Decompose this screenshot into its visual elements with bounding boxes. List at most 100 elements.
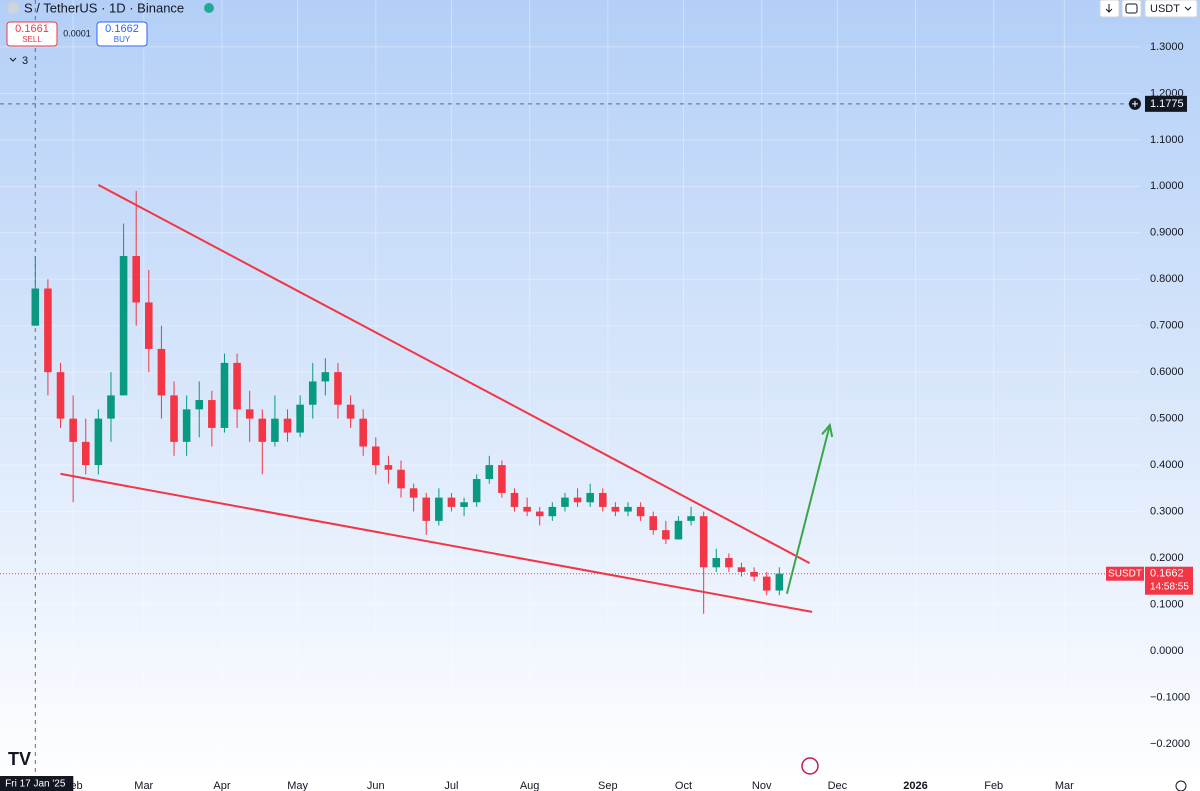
y-tick-label: −0.1000 [1150,691,1190,703]
candle-body [636,506,645,517]
symbol-title: S / TetherUS · 1D · Binance [24,0,184,15]
candle-body [308,381,317,405]
x-tick-label: May [287,780,308,791]
currency-chevron [1184,6,1192,11]
y-tick-label: 1.0000 [1150,180,1184,192]
x-tick-label: Apr [213,780,230,791]
candle-body [132,256,140,303]
candle-body [435,497,443,521]
symbol-box [1106,566,1144,581]
candle-body [107,395,115,419]
time-axis-bar [0,775,1200,791]
trendline [97,184,811,565]
spread: 0.0001 [63,28,91,38]
x-tick-label: Aug [520,780,540,791]
candle-body [157,348,166,396]
price-axis: 1.30001.20001.10001.00000.90000.80000.70… [64,41,1190,791]
y-tick-label: 0.8000 [1150,273,1184,285]
candle-body [687,516,695,521]
crosshair-x-label: Fri 17 Jan '25 [5,779,66,790]
add-alert-icon [1132,100,1138,107]
x-tick-label: Jul [444,780,458,791]
chart-icon [1125,3,1138,14]
x-tick-label: 2026 [903,780,927,791]
candle-body [346,404,355,419]
candle-body [359,418,367,447]
x-tick-label: Dec [828,780,848,791]
candle-body [409,488,418,498]
symbol-icon [7,2,19,14]
candle-body [762,576,771,591]
candle-body [586,492,594,503]
sell-price: 0.1661 [15,23,49,35]
y-tick-label: 0.9000 [1150,227,1184,239]
candle-body [548,506,557,517]
buy-button[interactable] [96,21,148,47]
candle-body [523,506,531,512]
candle-body [498,465,506,493]
settings-icon[interactable] [1175,780,1187,791]
candle-body [220,362,229,428]
candle-body [561,497,569,507]
y-tick-label: 0.1000 [1150,598,1184,610]
candle-body [649,516,658,531]
market-status [204,3,214,13]
trendline [60,472,813,613]
y-tick-label: 0.0000 [1150,645,1184,657]
sell-button[interactable] [6,21,58,47]
candle-body [271,418,279,442]
candle-body [145,302,153,349]
candle-body [599,492,607,507]
tv-logo: TV [8,749,31,769]
download-icon [1105,4,1113,13]
candle-body [674,520,683,540]
currency-button[interactable] [1144,0,1198,18]
candle-body [510,492,519,507]
candle-body [334,372,342,405]
arrow [785,424,831,595]
candle-body [44,288,52,373]
candle-body [611,506,620,512]
y-tick-label: 1.3000 [1150,41,1184,53]
candle-body [245,409,254,419]
y-tick-label: −0.2000 [1150,738,1190,750]
candle-body [535,511,544,517]
candle-body [233,362,241,410]
y-tick-label: 0.6000 [1150,366,1184,378]
events-icon[interactable] [801,757,819,775]
candle-body [573,497,582,503]
y-tick-label: 0.3000 [1150,505,1184,517]
crosshair-y-label: 1.1775 [1150,98,1184,110]
candle-body [372,446,380,466]
countdown-label: 14:58:55 [1150,581,1189,592]
indicator-toggle[interactable] [9,57,17,62]
last-price-box [1145,566,1193,595]
candle-body [195,400,204,410]
x-tick-label: Feb [984,780,1003,791]
crosshair-x-box [0,776,74,791]
candle-body [422,497,431,521]
candle-body [384,465,393,470]
candle-body [81,441,90,466]
buy-price: 0.1662 [105,23,139,35]
plot [0,0,1140,775]
indicator-count: 3 [22,55,28,67]
candle-body [321,372,330,382]
candle-body [624,506,632,512]
candle-body [182,409,191,442]
candle-body [750,571,758,577]
crosshair-y-box [1145,95,1187,112]
candle-body [662,530,670,540]
candle-body [283,418,292,433]
candle-body [94,418,103,466]
candle-body [699,516,708,568]
last-price-label: 0.1662 [1150,568,1184,580]
y-tick-label: 0.2000 [1150,552,1184,564]
candle-body [775,573,784,591]
candle-body [397,469,405,489]
currency-label: USDT [1150,3,1180,15]
candle-body [69,418,77,442]
chart-button[interactable] [1121,0,1142,18]
